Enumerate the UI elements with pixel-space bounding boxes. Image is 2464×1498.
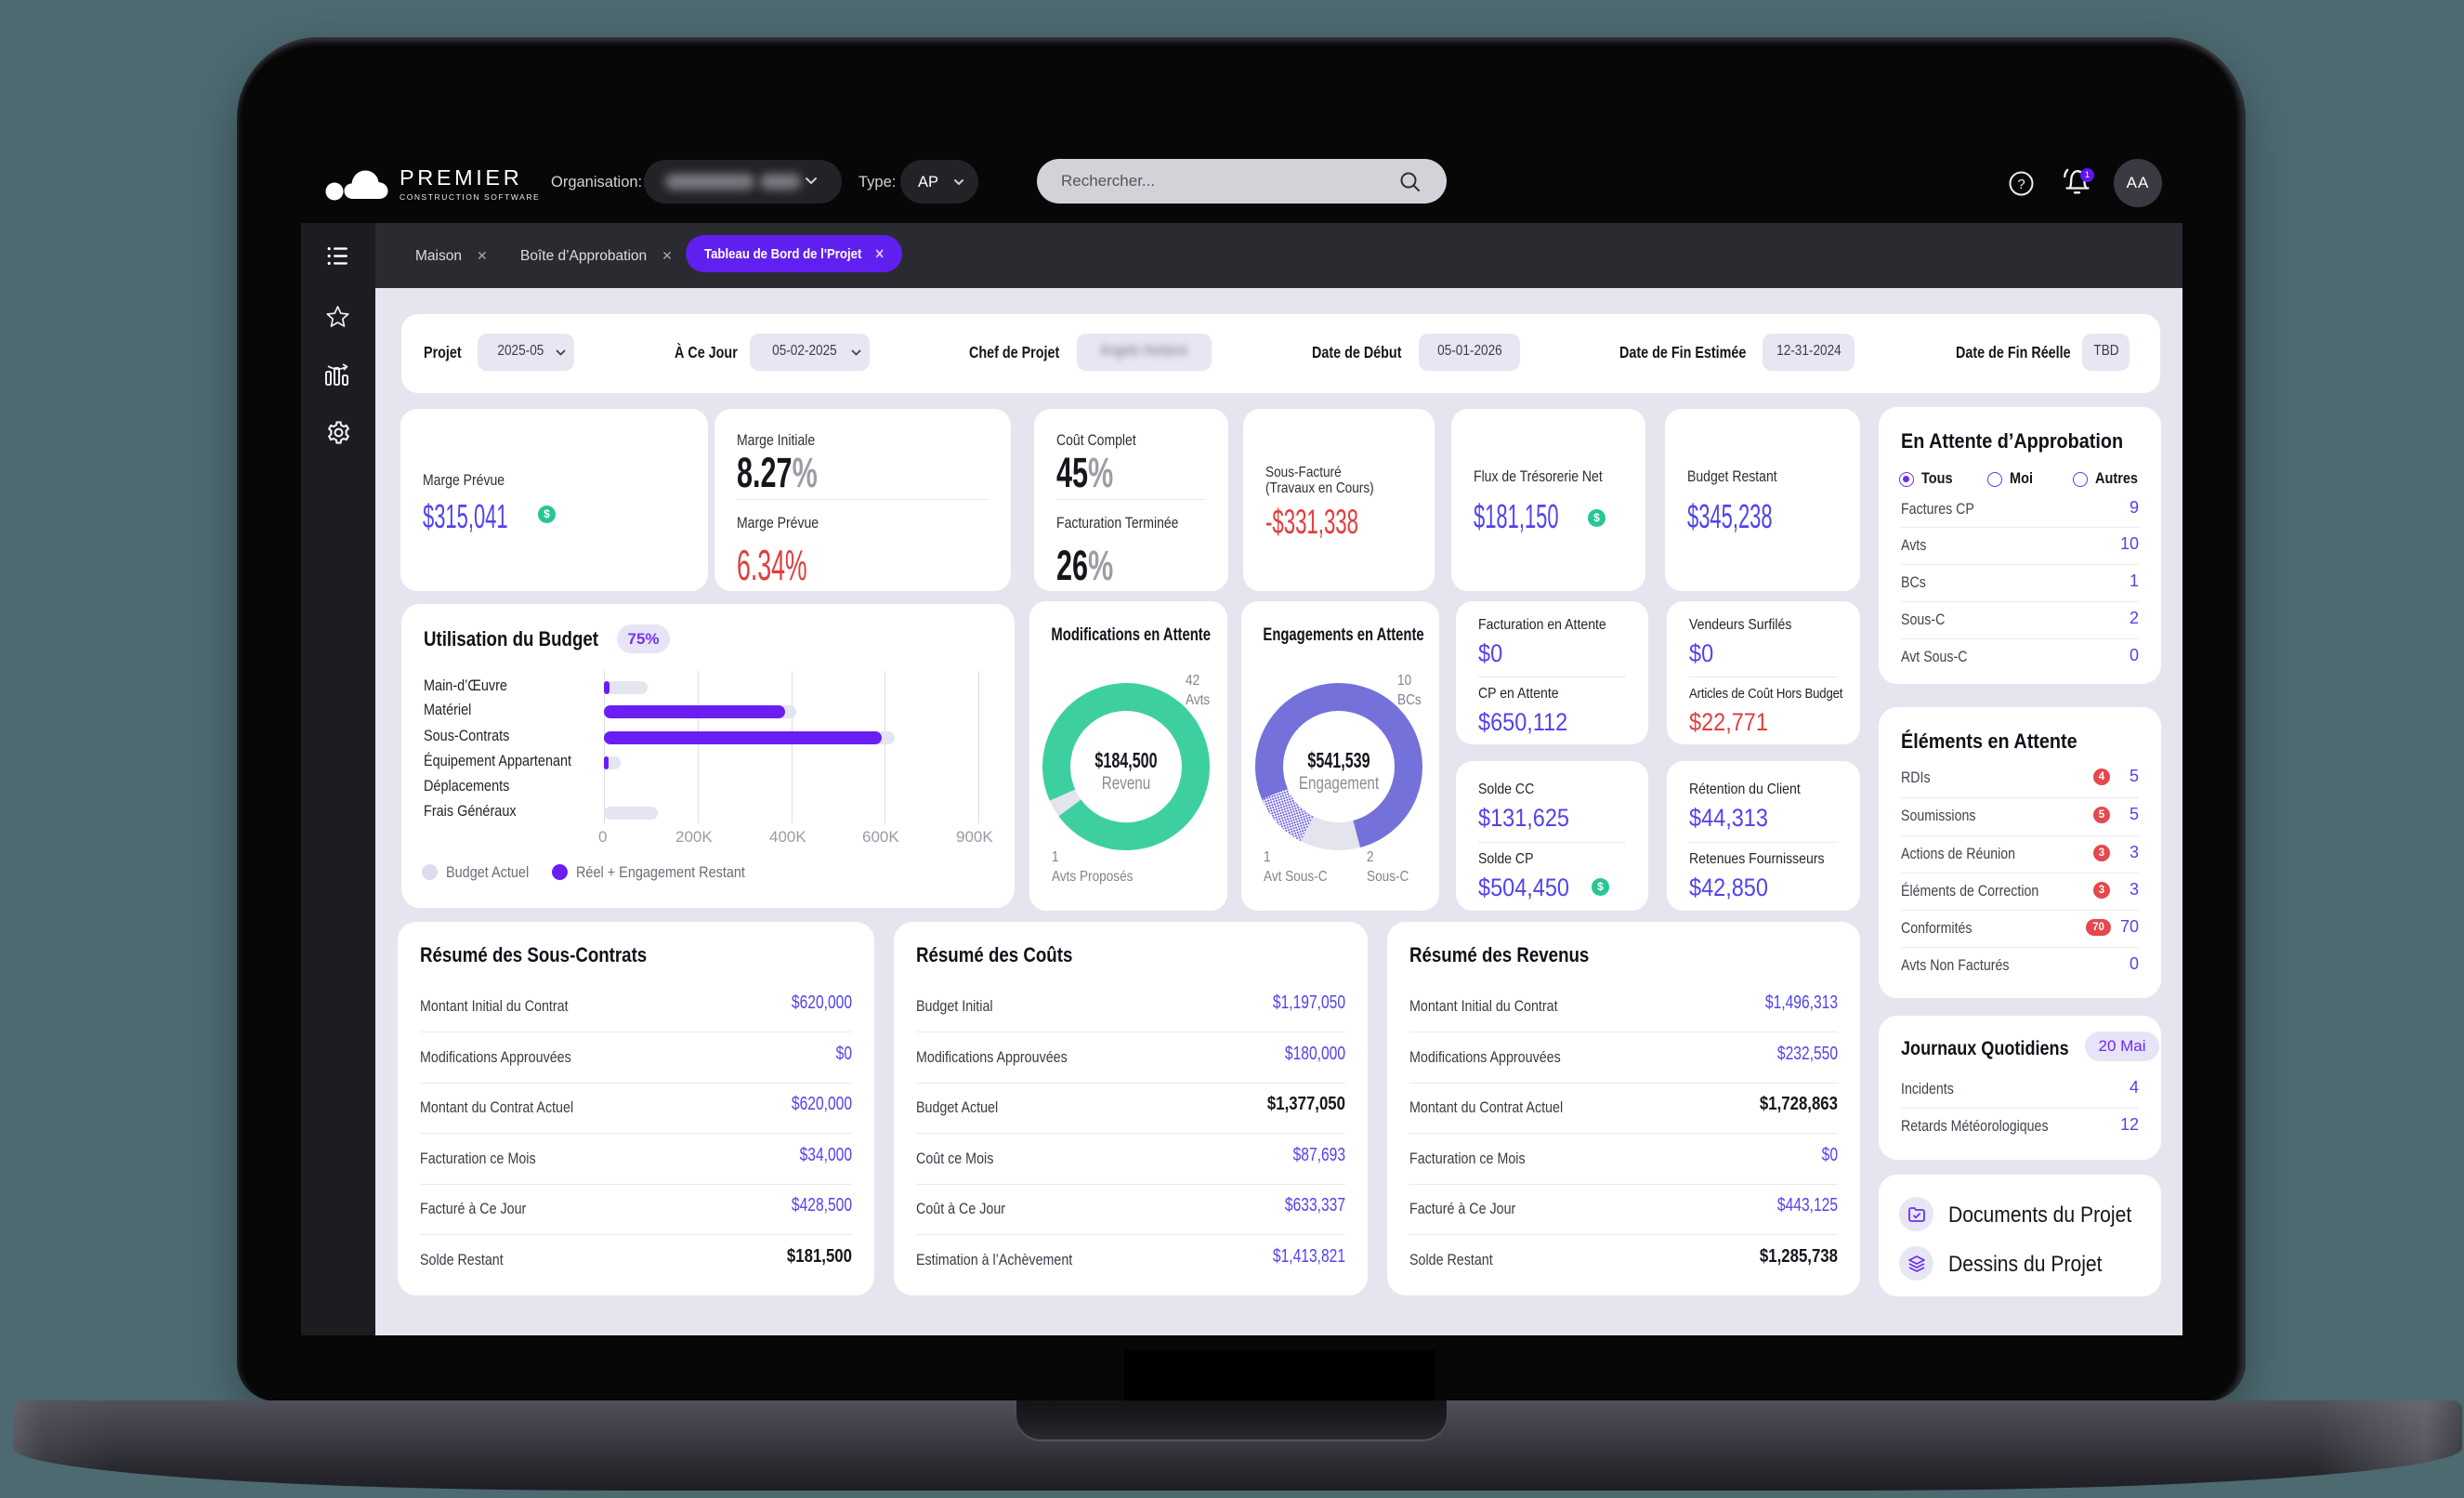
svg-text:?: ? — [2017, 177, 2025, 192]
